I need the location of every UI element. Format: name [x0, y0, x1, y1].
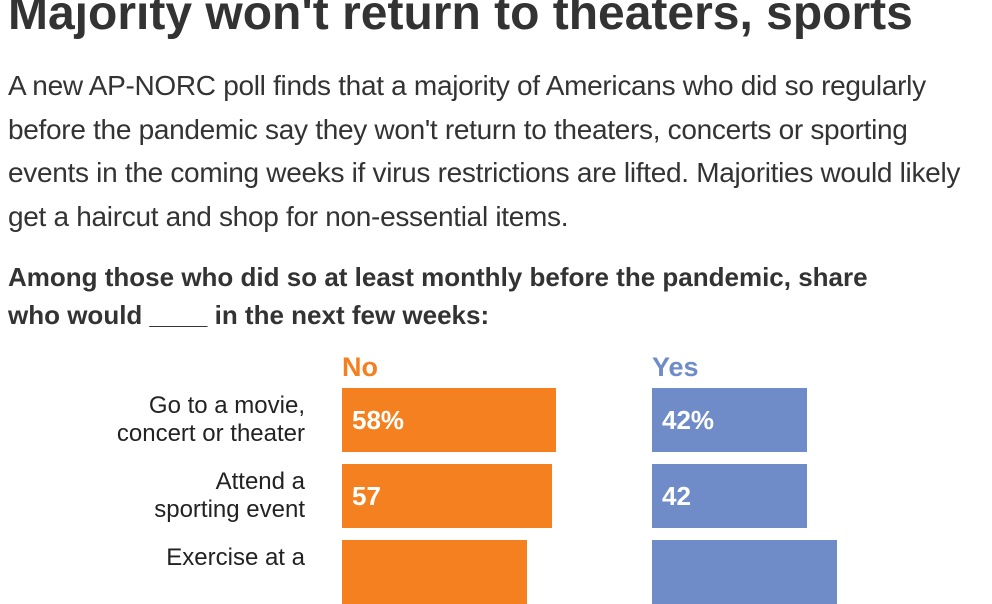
chart-question: Among those who did so at least monthly … — [8, 262, 868, 330]
page: {"chart_data": {"type": "bar", "orientat… — [8, 0, 961, 604]
bar — [652, 388, 807, 452]
bar — [342, 388, 557, 452]
chart-title: Majority won't return to theaters, sport… — [8, 0, 913, 40]
category-label: Go to a movie, concert or theater — [116, 392, 305, 447]
data-label: 42% — [662, 405, 715, 435]
category-label: Exercise at a — [166, 544, 305, 571]
bar — [652, 464, 807, 528]
bar — [652, 540, 837, 604]
legend-entry: Yes — [652, 352, 699, 382]
bar — [342, 540, 527, 604]
chart-subtitle: A new AP-NORC poll finds that a majority… — [8, 70, 961, 232]
bar — [342, 464, 553, 528]
chart: Go to a movie, concert or theater Attend … — [116, 352, 837, 604]
data-label: 57 — [352, 481, 381, 511]
legend-entry: No — [342, 352, 378, 382]
data-label: 42 — [662, 481, 691, 511]
category-label: Attend a sporting event — [154, 468, 305, 523]
data-label: 58% — [352, 405, 405, 435]
